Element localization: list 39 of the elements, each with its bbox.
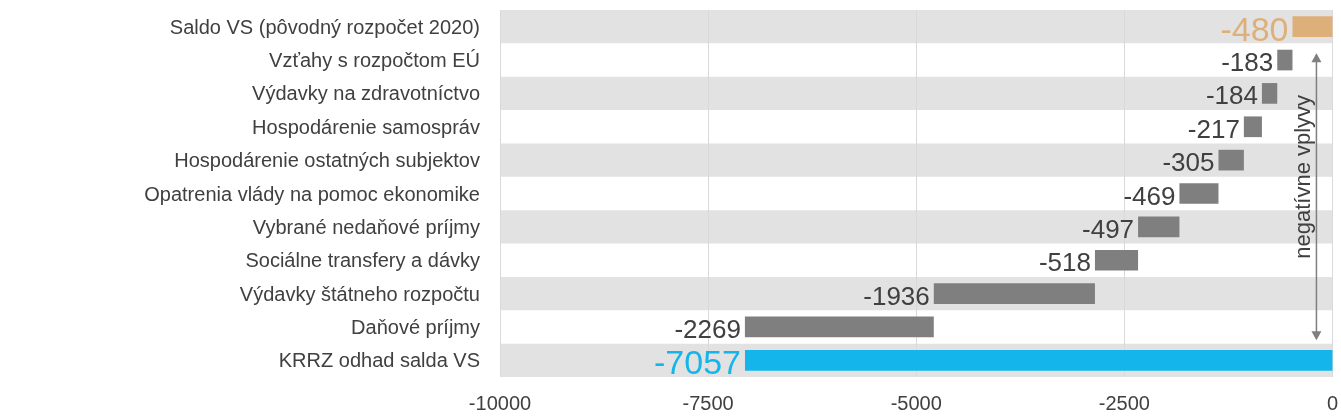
y-tick-label: KRRZ odhad salda VS [278, 349, 480, 372]
y-tick-label: Hospodárenie ostatných subjektov [174, 149, 480, 172]
data-label: -7057 [654, 343, 741, 382]
y-tick-label: Výdavky na zdravotníctvo [252, 82, 480, 105]
bar [1243, 116, 1262, 138]
x-tick-label: 0 [1326, 392, 1338, 414]
data-label: -217 [1187, 113, 1240, 144]
y-tick-label: Daňové príjmy [351, 315, 480, 338]
data-label: -469 [1123, 180, 1176, 211]
data-label: -305 [1162, 147, 1215, 178]
data-label: -2269 [674, 313, 741, 344]
bar [1261, 83, 1278, 104]
data-label: -518 [1038, 247, 1091, 278]
data-label: -183 [1221, 47, 1274, 78]
bar [1094, 249, 1139, 271]
bar [933, 283, 1095, 304]
bar [1138, 216, 1180, 238]
x-tick-label: -10000 [468, 392, 532, 414]
y-tick-label: Sociálne transfery a dávky [245, 249, 480, 272]
bar [744, 349, 1333, 371]
y-tick-label: Hospodárenie samospráv [252, 115, 480, 138]
data-label: -497 [1082, 213, 1135, 244]
y-tick-label: Opatrenia vlády na pomoc ekonomike [144, 182, 480, 205]
y-tick-label: Výdavky štátneho rozpočtu [239, 282, 480, 305]
data-label: -480 [1220, 9, 1289, 48]
bar [1292, 16, 1333, 38]
bar [1277, 49, 1293, 71]
bar [1179, 183, 1219, 204]
data-label: -1936 [863, 280, 930, 311]
y-tick-label: Vzťahy s rozpočtom EÚ [269, 49, 480, 72]
bar [1218, 149, 1244, 171]
y-tick-label: Saldo VS (pôvodný rozpočet 2020) [169, 15, 480, 38]
y-tick-label: Vybrané nedaňové príjmy [252, 215, 480, 238]
data-label: -184 [1205, 80, 1258, 111]
x-tick-label: -2500 [1098, 392, 1150, 414]
x-tick-label: -7500 [682, 392, 734, 414]
annotation: negatívne vplyvy [1289, 94, 1315, 259]
bar [744, 316, 934, 338]
x-tick-label: -5000 [890, 392, 942, 414]
